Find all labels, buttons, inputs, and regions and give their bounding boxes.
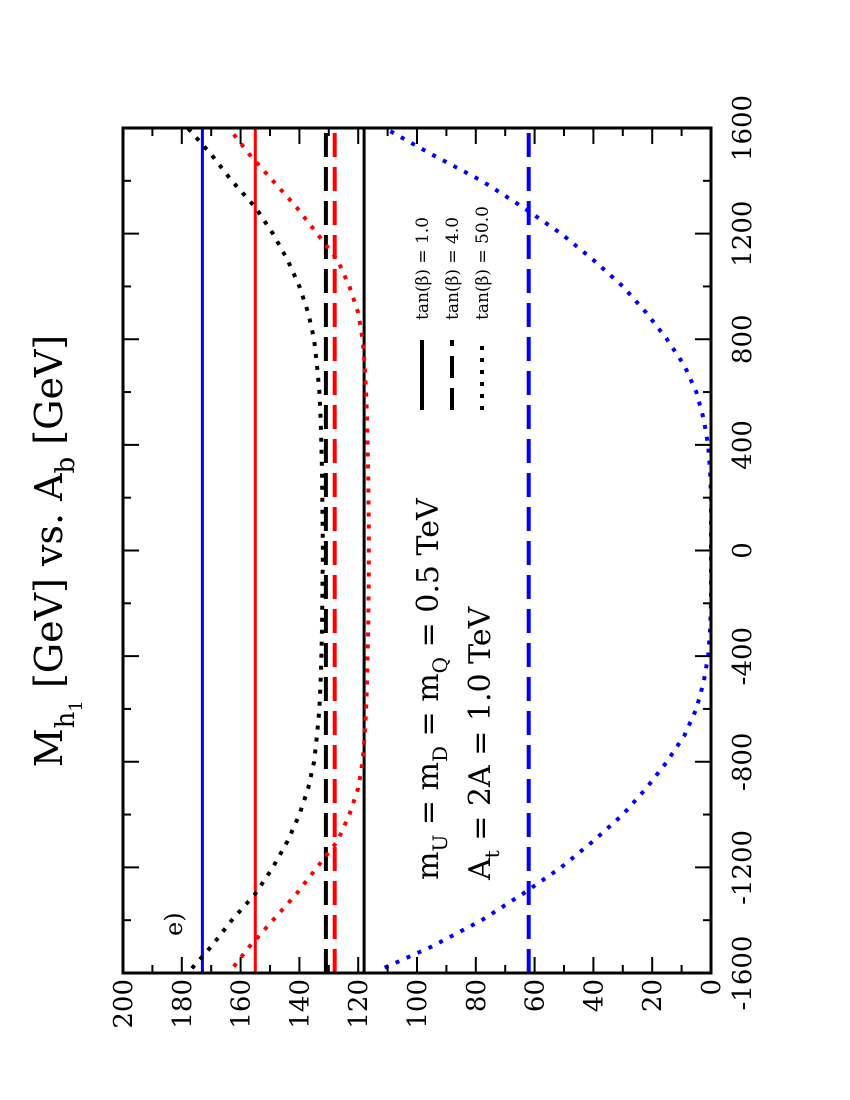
series-black-dotted-line <box>174 128 325 973</box>
x-tick-label: -1200 <box>728 830 758 905</box>
legend-label-tanb-1: tan(β) = 1.0 <box>413 217 433 320</box>
x-tick-label: 1600 <box>728 95 758 161</box>
y-tick-label: 120 <box>344 979 374 1029</box>
y-tick-label: 60 <box>521 979 551 1012</box>
series-red-dotted-line <box>218 128 371 973</box>
y-tick-label: 200 <box>109 979 139 1029</box>
legend-label-tanb-50: tan(β) = 50.0 <box>473 206 493 320</box>
annotation-trilinear: At = 2A = 1.0 TeV <box>463 605 504 881</box>
x-tick-label: 0 <box>728 542 758 559</box>
y-tick-label: 40 <box>579 979 609 1012</box>
x-tick-label: 800 <box>728 314 758 364</box>
panel-label: e) <box>160 912 188 936</box>
x-tick-label: 400 <box>728 420 758 470</box>
y-tick-label: 0 <box>697 979 727 996</box>
annotation-masses: mU = mD = mQ = 0.5 TeV <box>411 497 452 880</box>
y-tick-label: 100 <box>403 979 433 1029</box>
legend: tan(β) = 1.0 tan(β) = 4.0 tan(β) = 50.0 <box>413 206 493 410</box>
series-blue-dotted-line <box>383 128 711 970</box>
axis-layer: -1600 -1200 -800 -400 0 400 800 1200 1600 0 20 40 60… <box>109 95 758 1029</box>
x-tick-label: -400 <box>728 627 758 685</box>
x-tick-label: -800 <box>728 733 758 791</box>
y-tick-label: 160 <box>227 979 257 1029</box>
y-tick-label: 140 <box>285 979 315 1029</box>
plot-frame <box>121 126 713 975</box>
y-tick-label: 80 <box>462 979 492 1012</box>
series-layer <box>174 128 711 973</box>
y-tick-label: 180 <box>168 979 198 1029</box>
x-tick-label: 1200 <box>728 201 758 267</box>
x-tick-label: -1600 <box>728 936 758 1011</box>
legend-label-tanb-4: tan(β) = 4.0 <box>443 217 463 320</box>
chart-title: Mh1 [GeV] vs. Ab [GeV] <box>27 335 87 767</box>
y-tick-label: 20 <box>638 979 668 1012</box>
